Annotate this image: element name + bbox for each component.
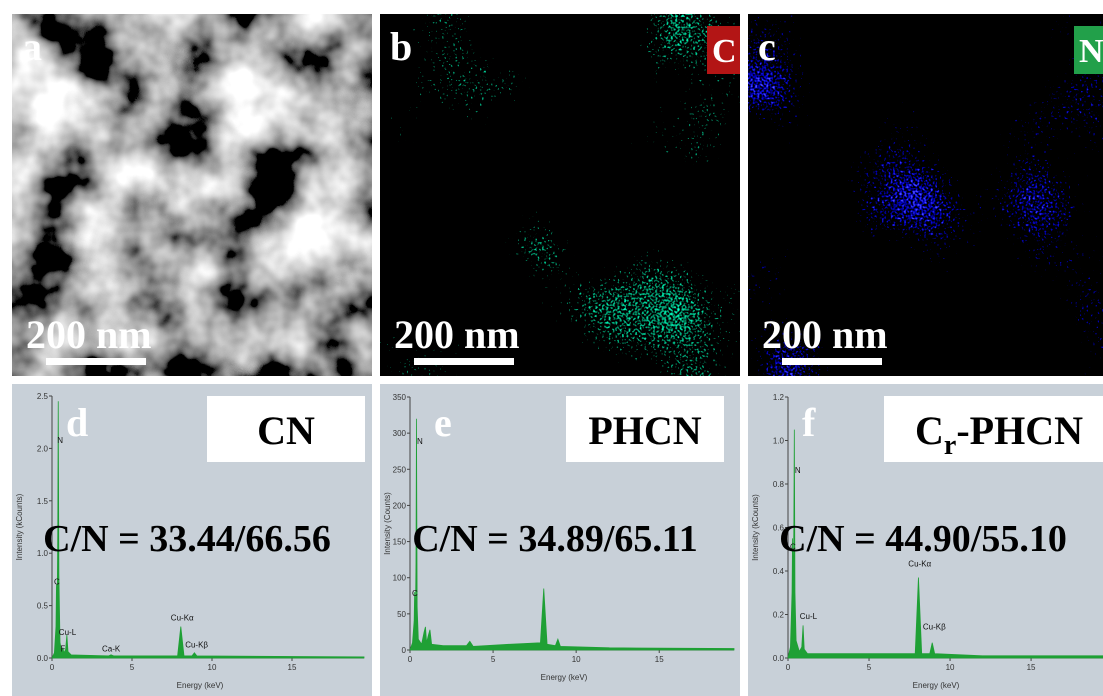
- y-tick-label: 150: [393, 538, 407, 547]
- peak-label: Cu-Kβ: [185, 641, 208, 650]
- panel-label: d: [66, 400, 88, 445]
- y-tick-label: 0.0: [773, 654, 785, 663]
- peak-label: Cu-Kα: [171, 613, 194, 622]
- panel-label: e: [434, 400, 452, 445]
- x-tick-label: 0: [786, 663, 791, 672]
- y-tick-label: 250: [393, 465, 407, 474]
- y-tick-label: 300: [393, 429, 407, 438]
- x-tick-label: 5: [867, 663, 872, 672]
- y-tick-label: 100: [393, 574, 407, 583]
- panel-label: c: [758, 24, 776, 69]
- peak-label: C: [54, 578, 60, 587]
- scale-bar: [46, 358, 146, 365]
- peak-label: Cu-Kα: [908, 560, 931, 569]
- y-tick-label: 0.8: [773, 480, 785, 489]
- spectrum-panel: 0 50 100 150 200 250 300 350 0 5 10 15 Energy (keV) I…: [380, 384, 740, 696]
- x-tick-label: 0: [408, 655, 413, 664]
- title-main: PHCN: [588, 408, 701, 453]
- ratio-annotation: C/N = 44.90/55.10: [779, 518, 1067, 560]
- peak-label: N: [795, 466, 801, 475]
- panel-label: b: [390, 24, 412, 69]
- x-tick-label: 10: [946, 663, 955, 672]
- y-tick-label: 1.2: [773, 393, 785, 402]
- peak-label: F: [60, 645, 65, 654]
- y-tick-label: 0.4: [773, 567, 785, 576]
- peak-label: Cu-Kβ: [923, 623, 946, 632]
- peak-label: C: [412, 589, 418, 598]
- title-main: C: [915, 408, 944, 453]
- peak-label: Cu-L: [59, 628, 77, 637]
- x-tick-label: 10: [572, 655, 581, 664]
- x-axis-label: Energy (keV): [913, 681, 960, 690]
- y-axis-label: Intensity (kCounts): [751, 494, 760, 561]
- y-axis-label: Intensity (Counts): [383, 492, 392, 555]
- y-tick-label: 200: [393, 501, 407, 510]
- scale-bar-label: 200 nm: [762, 312, 888, 357]
- figure: a 200 nm b 200 nm Cc 200 nm N 0.0 0.5 1.0 1.5 2.0 2.…: [0, 0, 1103, 696]
- sample-title: CN: [257, 408, 315, 453]
- ratio-annotation: C/N = 33.44/66.56: [43, 518, 331, 560]
- x-tick-label: 15: [655, 655, 664, 664]
- x-axis-label: Energy (keV): [177, 681, 224, 690]
- x-tick-label: 5: [491, 655, 496, 664]
- x-tick-label: 15: [1027, 663, 1036, 672]
- y-tick-label: 0: [402, 646, 407, 655]
- y-tick-label: 1.5: [37, 497, 49, 506]
- peak-label: N: [57, 436, 63, 445]
- title-subscript: r: [944, 430, 956, 461]
- ratio-annotation: C/N = 34.89/65.11: [412, 518, 698, 560]
- y-axis-label: Intensity (kCounts): [15, 493, 24, 560]
- x-axis-label: Energy (keV): [541, 673, 588, 682]
- y-tick-label: 2.5: [37, 392, 49, 401]
- peak-label: Cu-L: [800, 612, 818, 621]
- y-tick-label: 0.2: [773, 611, 785, 620]
- element-label: C: [712, 33, 737, 70]
- scale-bar-label: 200 nm: [26, 312, 152, 357]
- y-tick-label: 1.0: [773, 437, 785, 446]
- x-tick-label: 15: [288, 663, 297, 672]
- title-main: CN: [257, 408, 315, 453]
- peak-label: Ca-K: [102, 645, 121, 654]
- x-tick-label: 0: [50, 663, 55, 672]
- title-rest: -PHCN: [956, 408, 1083, 453]
- image-row: [12, 14, 1103, 376]
- y-tick-label: 50: [397, 610, 406, 619]
- y-tick-label: 350: [393, 393, 407, 402]
- panel-label: f: [802, 400, 816, 445]
- panel-label: a: [22, 24, 42, 69]
- x-tick-label: 10: [208, 663, 217, 672]
- peak-label: N: [417, 437, 423, 446]
- scale-bar: [782, 358, 882, 365]
- y-tick-label: 0.0: [37, 654, 49, 663]
- y-tick-label: 2.0: [37, 444, 49, 453]
- x-tick-label: 5: [130, 663, 135, 672]
- y-tick-label: 0.5: [37, 602, 49, 611]
- element-label: N: [1079, 33, 1103, 70]
- scale-bar: [414, 358, 514, 365]
- sample-title: PHCN: [588, 408, 701, 453]
- scale-bar-label: 200 nm: [394, 312, 520, 357]
